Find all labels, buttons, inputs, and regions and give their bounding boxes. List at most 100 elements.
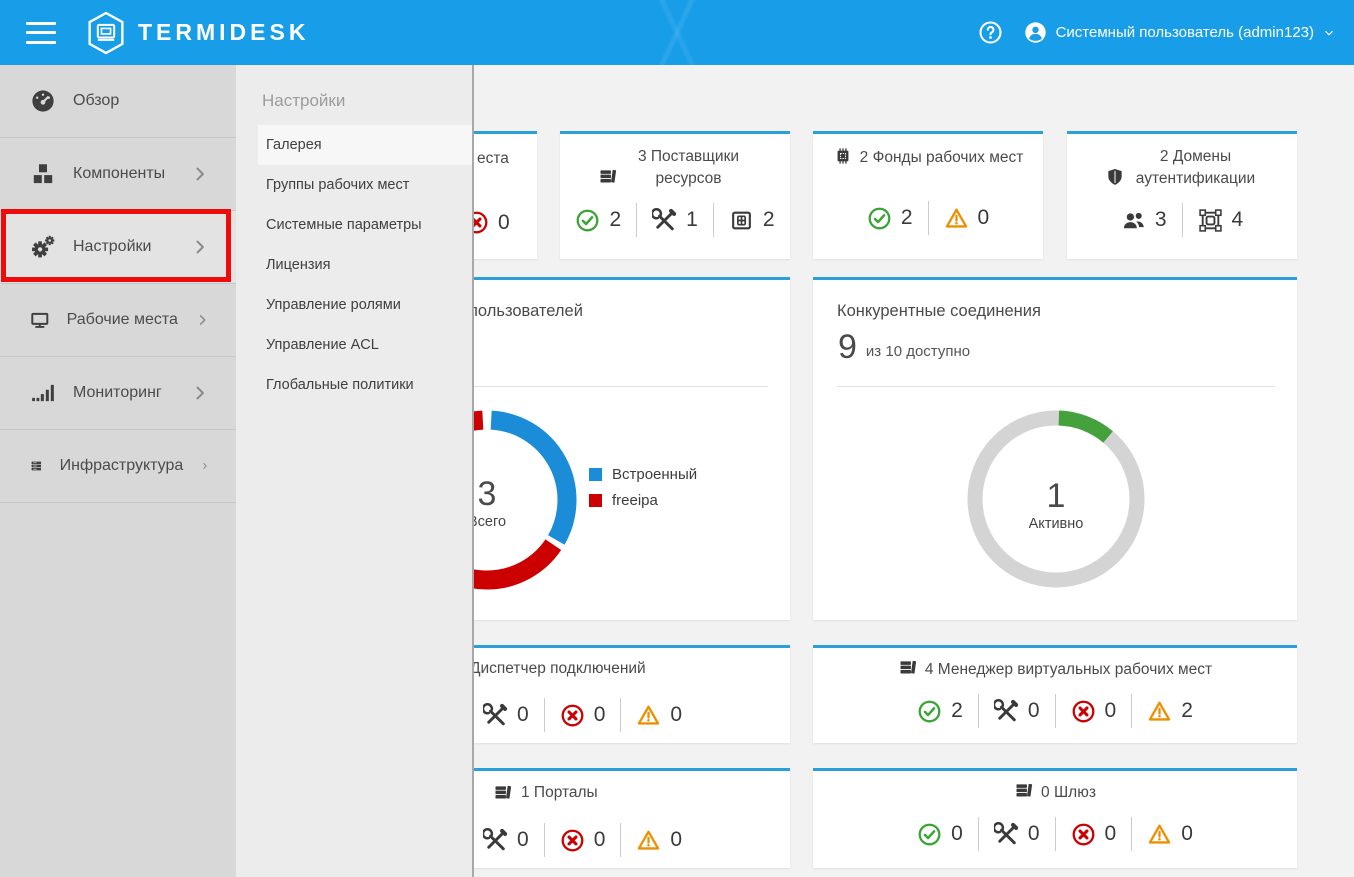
donut-center-label: 3 Всего	[467, 475, 507, 530]
card-title: 1 Порталы	[493, 783, 598, 803]
card-auth-domains: 2 Домены аутентификации 3 4	[1067, 131, 1297, 259]
shield-icon	[1105, 167, 1125, 187]
warning-icon	[944, 206, 969, 231]
stat-ok: 2	[917, 699, 963, 724]
sidebar-item-monitoring[interactable]: Мониторинг	[0, 356, 236, 429]
error-circle-icon	[1071, 822, 1096, 847]
error-circle-icon	[1071, 699, 1096, 724]
check-circle-icon	[575, 208, 600, 233]
chart-bars-icon	[30, 380, 56, 406]
chevron-right-icon	[200, 456, 210, 476]
gears-icon	[30, 234, 56, 260]
submenu-item-role-management[interactable]: Управление ролями	[266, 297, 401, 313]
submenu-item-system-parameters[interactable]: Системные параметры	[266, 217, 422, 233]
stat-error: 0	[560, 703, 605, 728]
card-title: 4 Менеджер виртуальных рабочих мест	[898, 658, 1212, 681]
top-bar-right: Системный пользователь (admin123)	[978, 20, 1354, 45]
chevron-right-icon	[195, 310, 210, 330]
card-title: 0 Шлюз	[1014, 781, 1096, 804]
stat-groups: 4	[1198, 208, 1243, 233]
submenu-list: Галерея Группы рабочих мест Системные па…	[236, 125, 472, 405]
tools-icon	[483, 828, 508, 853]
card-title: 2 Домены аутентификации	[1105, 146, 1260, 190]
termidesk-logo-icon	[86, 11, 126, 55]
stat-warning: 2	[1147, 699, 1193, 724]
sidebar-item-components[interactable]: Компоненты	[0, 137, 236, 210]
donut-center-label: 1 Активно	[1028, 477, 1084, 532]
legend-swatch-blue	[589, 468, 602, 481]
card-title-fragment: Диспетчер подключений	[470, 660, 646, 677]
tools-icon	[652, 208, 677, 233]
stat-registered: 2	[729, 208, 775, 233]
stat-maintenance: 0	[994, 699, 1040, 724]
grid-icon	[729, 208, 754, 233]
chevron-down-icon	[1322, 26, 1336, 40]
user-name: Системный пользователь (admin123)	[1055, 24, 1314, 41]
card-vdi-manager: 4 Менеджер виртуальных рабочих мест 2 0 …	[813, 645, 1297, 743]
help-icon[interactable]	[978, 20, 1003, 45]
check-circle-icon	[867, 206, 892, 231]
stack-icon	[598, 167, 618, 187]
card-stats: 0 0 0	[483, 823, 682, 857]
submenu-item-license[interactable]: Лицензия	[266, 257, 331, 273]
card-stats: 0 0 0	[483, 698, 682, 732]
legend-item: Встроенный	[589, 466, 697, 483]
legend-item: freeipa	[589, 492, 697, 509]
sidebar-item-settings[interactable]: Настройки	[0, 210, 236, 283]
sidebar-item-overview[interactable]: Обзор	[0, 65, 236, 137]
chart-title: Конкурентные соединения	[837, 302, 1041, 320]
stack-icon	[1014, 781, 1034, 801]
submenu-item-global-policies[interactable]: Глобальные политики	[266, 377, 414, 393]
card-stats: 2 0 0 2	[917, 694, 1193, 728]
user-menu[interactable]: Системный пользователь (admin123)	[1023, 20, 1336, 45]
user-avatar-icon	[1023, 20, 1048, 45]
stat-warning: 0	[636, 828, 682, 853]
stack-icon	[493, 783, 513, 803]
legend-swatch-red	[589, 494, 602, 507]
card-connections: Конкурентные соединения 9 из 10 доступно…	[813, 277, 1297, 620]
check-circle-icon	[917, 699, 942, 724]
warning-icon	[636, 703, 661, 728]
warning-icon	[1147, 699, 1172, 724]
tools-icon	[994, 699, 1019, 724]
divider	[330, 386, 768, 387]
error-circle-icon	[560, 703, 585, 728]
stat-warning: 0	[1147, 822, 1193, 847]
card-stats: 0 0 0 0	[917, 817, 1193, 851]
submenu-item-gallery[interactable]: Галерея	[258, 125, 472, 165]
users-icon	[1121, 208, 1146, 233]
stat-ok: 2	[867, 206, 913, 231]
menu-toggle-button[interactable]	[26, 21, 56, 44]
gauge-icon	[30, 88, 56, 114]
submenu-item-workplace-groups[interactable]: Группы рабочих мест	[266, 177, 410, 193]
warning-icon	[636, 828, 661, 853]
stat-warning: 0	[944, 206, 989, 231]
stack-icon	[898, 658, 918, 678]
brand[interactable]: TERMIDESK	[86, 11, 309, 55]
sidebar-item-infrastructure[interactable]: Инфраструктура	[0, 429, 236, 502]
stat-ok: 0	[917, 822, 963, 847]
card-stats: 2 1 2	[575, 203, 775, 237]
servers-icon	[30, 453, 43, 479]
card-resource-providers: 3 Поставщики ресурсов 2 1 2	[560, 131, 790, 259]
connections-donut-chart	[967, 410, 1145, 588]
stat-error: 0	[1071, 699, 1116, 724]
chip-icon	[833, 146, 853, 166]
chevron-right-icon	[190, 383, 210, 403]
available-count: 9	[838, 328, 857, 366]
card-desktop-pools: 2 Фонды рабочих мест 2 0	[813, 131, 1043, 259]
warning-icon	[1147, 822, 1172, 847]
stat-maintenance: 0	[483, 703, 529, 728]
tools-icon	[994, 822, 1019, 847]
card-title: 2 Фонды рабочих мест	[833, 146, 1023, 169]
stat-maintenance: 0	[483, 828, 529, 853]
object-group-icon	[1198, 208, 1223, 233]
submenu-item-acl-management[interactable]: Управление ACL	[266, 337, 379, 353]
monitor-icon	[30, 307, 50, 333]
chart-title-fragment: пользователей	[469, 302, 583, 320]
sidebar-item-workplaces[interactable]: Рабочие места	[0, 283, 236, 356]
stat-maintenance: 1	[652, 208, 698, 233]
submenu-title: Настройки	[262, 91, 346, 110]
cubes-icon	[30, 161, 56, 187]
